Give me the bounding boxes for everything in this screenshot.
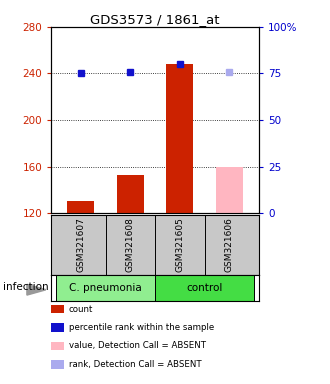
- Polygon shape: [27, 284, 46, 295]
- Text: infection: infection: [3, 282, 49, 292]
- Bar: [166, 64, 193, 213]
- Bar: [117, 175, 144, 213]
- Text: GSM321608: GSM321608: [126, 217, 135, 272]
- Bar: [67, 202, 94, 213]
- Bar: [216, 167, 243, 213]
- Text: C. pneumonia: C. pneumonia: [69, 283, 142, 293]
- Text: percentile rank within the sample: percentile rank within the sample: [69, 323, 214, 332]
- Text: GSM321607: GSM321607: [76, 217, 85, 272]
- Bar: [155, 275, 254, 301]
- Text: rank, Detection Call = ABSENT: rank, Detection Call = ABSENT: [69, 360, 201, 369]
- Text: count: count: [69, 305, 93, 314]
- Text: GSM321606: GSM321606: [225, 217, 234, 272]
- Text: GDS3573 / 1861_at: GDS3573 / 1861_at: [90, 13, 220, 26]
- Text: value, Detection Call = ABSENT: value, Detection Call = ABSENT: [69, 341, 206, 351]
- Text: control: control: [186, 283, 223, 293]
- Text: GSM321605: GSM321605: [175, 217, 184, 272]
- Bar: [56, 275, 155, 301]
